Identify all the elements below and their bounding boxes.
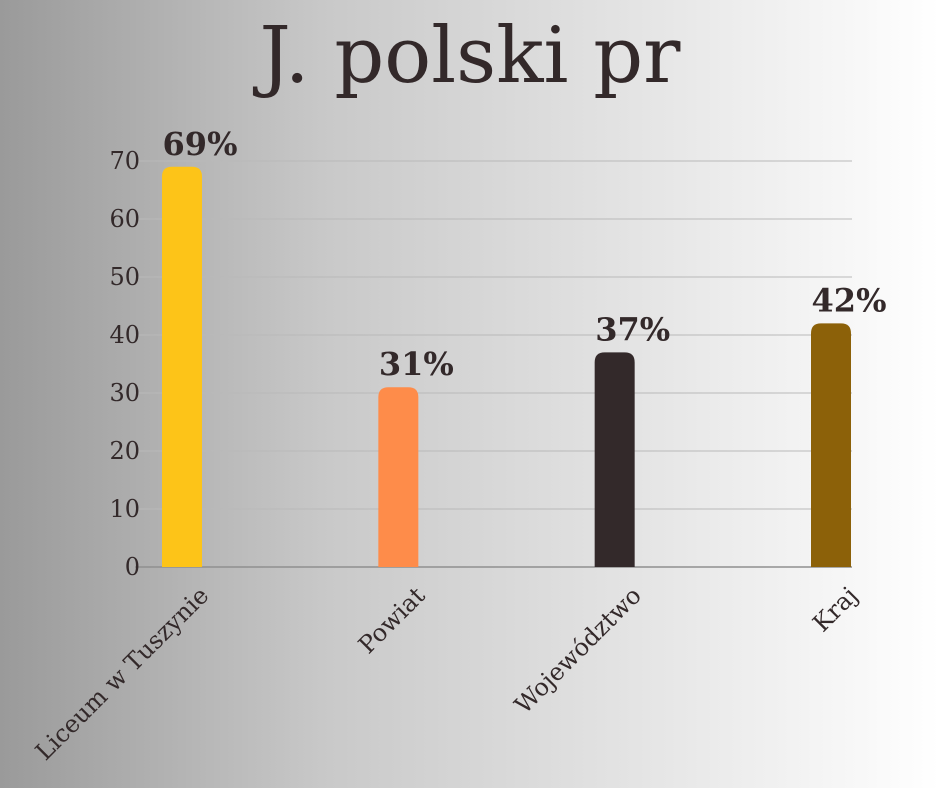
x-category-label: Województwo — [509, 581, 647, 719]
bar-liceum-w-tuszynie — [162, 166, 202, 568]
chart-title: J. polski pr — [259, 11, 681, 101]
y-tick-label: 0 — [125, 553, 140, 581]
data-label: 31% — [379, 345, 454, 383]
data-labels: 69% 31% 37% 42% — [163, 125, 887, 383]
y-tick-label: 60 — [109, 205, 140, 233]
bar-powiat — [378, 387, 419, 567]
x-category-label: Kraj — [807, 581, 863, 637]
y-tick-label: 40 — [109, 321, 140, 349]
y-tick-label: 10 — [109, 495, 140, 523]
data-label: 42% — [812, 281, 887, 319]
y-tick-label: 20 — [109, 437, 140, 465]
y-tick-label: 50 — [109, 263, 140, 291]
bars — [162, 166, 851, 568]
bar-kraj — [811, 323, 851, 567]
data-label: 69% — [163, 125, 238, 163]
y-tick-label: 70 — [109, 147, 140, 175]
data-label: 37% — [595, 310, 670, 348]
y-axis: 0 10 20 30 40 50 60 70 — [109, 147, 140, 581]
x-category-label: Powiat — [353, 581, 431, 659]
x-axis: Liceum w Tuszynie Powiat Województwo Kraj — [30, 581, 863, 766]
gridlines — [135, 160, 852, 568]
y-tick-label: 30 — [109, 379, 140, 407]
bar-województwo — [594, 352, 635, 567]
x-category-label: Liceum w Tuszynie — [30, 581, 214, 765]
